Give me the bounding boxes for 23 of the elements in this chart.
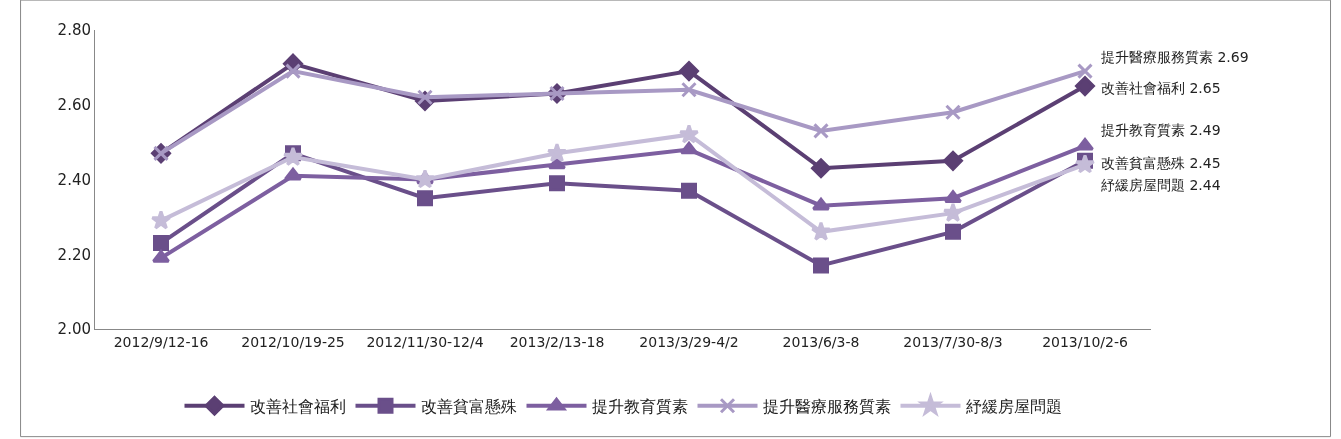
- y-tick-label: 2.20: [57, 245, 91, 264]
- x-tick-label: 2013/2/13-18: [509, 333, 605, 350]
- y-tick-label: 2.00: [57, 320, 91, 339]
- annotation: 提升醫療服務質素 2.69: [1101, 49, 1249, 65]
- x-tick-label: 2012/10/19-25: [241, 333, 345, 350]
- x-tick-label: 2013/7/30-8/3: [903, 333, 1003, 350]
- legend-label: 紓緩房屋問題: [965, 396, 1062, 416]
- y-tick-label: 2.40: [57, 170, 91, 189]
- annotation: 提升教育質素 2.49: [1101, 122, 1221, 138]
- x-tick-label: 2013/6/3-8: [782, 333, 860, 350]
- x-tick-label: 2013/10/2-6: [1042, 333, 1128, 350]
- x-tick-label: 2012/11/30-12/4: [366, 333, 484, 350]
- legend-label: 改善貧富懸殊: [420, 396, 517, 416]
- annotation: 紓緩房屋問題 2.44: [1101, 177, 1221, 193]
- annotation: 改善社會福利 2.65: [1101, 80, 1221, 96]
- annotation: 改善貧富懸殊 2.45: [1101, 155, 1221, 171]
- x-tick-label: 2013/3/29-4/2: [639, 333, 739, 350]
- legend-label: 提升教育質素: [591, 396, 688, 416]
- legend-label: 提升醫療服務質素: [762, 396, 891, 416]
- x-tick-label: 2012/9/12-16: [113, 333, 209, 350]
- y-tick-label: 2.80: [57, 21, 91, 40]
- legend-label: 改善社會福利: [249, 396, 346, 416]
- y-tick-label: 2.60: [57, 96, 91, 114]
